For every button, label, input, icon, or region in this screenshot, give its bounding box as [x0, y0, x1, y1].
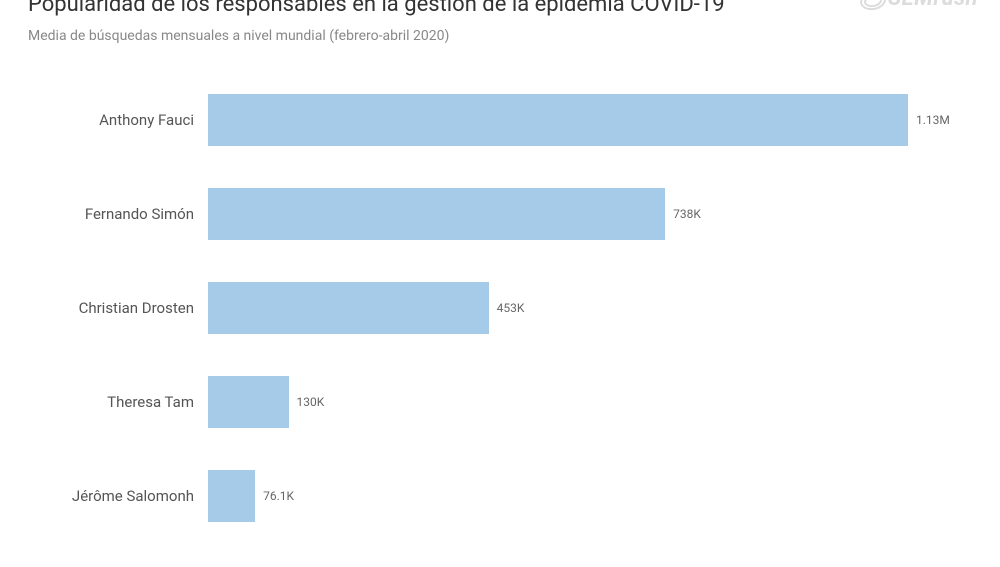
chart-title: Popularidad de los responsables en la ge… — [28, 0, 972, 18]
value-label: 130K — [297, 395, 325, 409]
bar-row: Theresa Tam 130K — [28, 376, 972, 428]
brand-logo: SEMrush — [860, 0, 978, 11]
bar-row: Anthony Fauci 1.13M — [28, 94, 972, 146]
value-label: 453K — [497, 301, 525, 315]
bar-row: Christian Drosten 453K — [28, 282, 972, 334]
bar-wrap: 130K — [208, 376, 972, 428]
value-label: 738K — [673, 207, 701, 221]
value-label: 1.13M — [916, 113, 950, 127]
chart-header: SEMrush Popularidad de los responsables … — [0, 0, 1000, 44]
bar-wrap: 738K — [208, 188, 972, 240]
category-label: Christian Drosten — [28, 299, 208, 317]
category-label: Anthony Fauci — [28, 111, 208, 129]
category-label: Fernando Simón — [28, 205, 208, 223]
bar — [208, 376, 289, 428]
bar-chart: Anthony Fauci 1.13M Fernando Simón 738K Chri… — [0, 94, 1000, 522]
logo-swirl-icon — [860, 0, 886, 8]
value-label: 76.1K — [263, 489, 294, 503]
bar — [208, 94, 908, 146]
bar-row: Fernando Simón 738K — [28, 188, 972, 240]
bar-row: Jérôme Salomonh 76.1K — [28, 470, 972, 522]
bar — [208, 188, 665, 240]
chart-subtitle: Media de búsquedas mensuales a nivel mun… — [28, 28, 972, 44]
bar — [208, 470, 255, 522]
bar — [208, 282, 489, 334]
bar-wrap: 76.1K — [208, 470, 972, 522]
bar-wrap: 1.13M — [208, 94, 972, 146]
category-label: Jérôme Salomonh — [28, 487, 208, 505]
category-label: Theresa Tam — [28, 393, 208, 411]
bar-wrap: 453K — [208, 282, 972, 334]
logo-text: SEMrush — [888, 0, 978, 11]
